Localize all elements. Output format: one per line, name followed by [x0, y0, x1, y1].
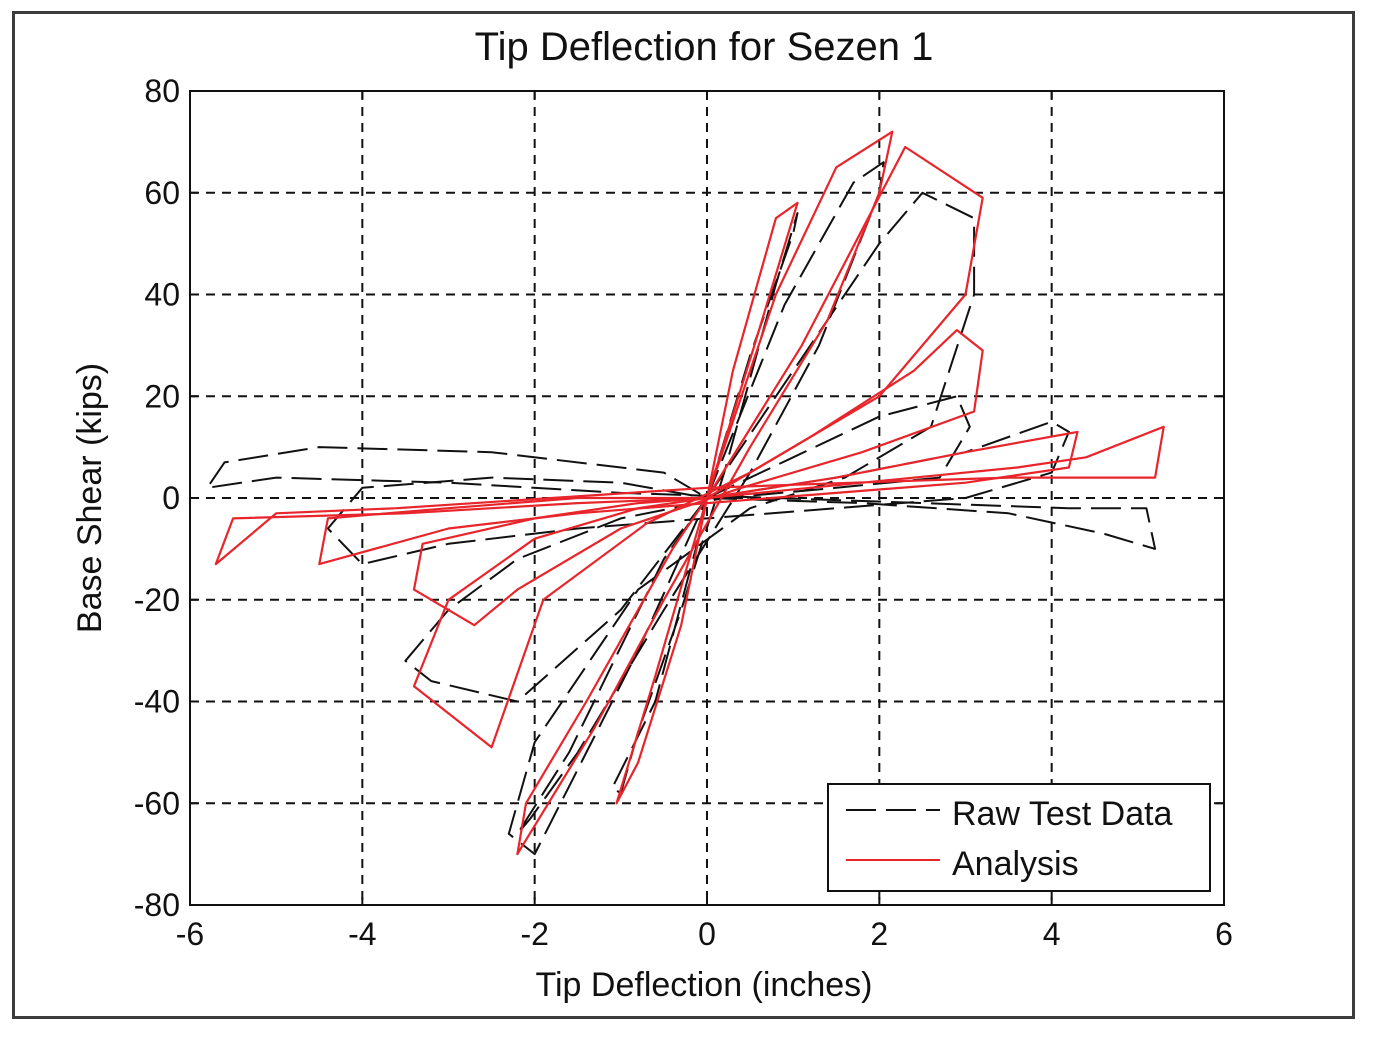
series-analysis [214, 130, 1165, 856]
legend-box [827, 783, 1211, 892]
series-layer [206, 130, 1165, 856]
hysteresis-loop [611, 212, 799, 795]
x-tick-label: -6 [176, 916, 204, 952]
y-tick-label: 40 [144, 277, 180, 313]
hysteresis-loop [507, 191, 976, 856]
tick-marks [189, 90, 1225, 906]
x-tick-label: 4 [1043, 916, 1061, 952]
y-tick-label: 60 [144, 175, 180, 211]
series-raw-test-data [206, 161, 1157, 856]
hysteresis-loop [404, 395, 971, 703]
hysteresis-loop [412, 145, 984, 749]
hysteresis-loop [516, 161, 885, 835]
x-tick-label: 6 [1215, 916, 1233, 952]
x-tick-label: 2 [870, 916, 888, 952]
y-tick-label: 80 [144, 73, 180, 109]
x-tick-label: -4 [348, 916, 376, 952]
x-tick-label: -2 [520, 916, 548, 952]
chart-title: Tip Deflection for Sezen 1 [475, 25, 934, 69]
legend: Raw Test Data Analysis [827, 783, 1211, 892]
hysteresis-loop [206, 446, 1157, 550]
hysteresis-loop [516, 130, 894, 856]
y-axis-label: Base Shear (kips) [71, 363, 109, 633]
hysteresis-loop [318, 430, 1079, 566]
y-tick-label: -60 [134, 785, 180, 821]
y-tick-label: -80 [134, 887, 180, 923]
x-axis-label: Tip Deflection (inches) [536, 966, 873, 1004]
legend-label-raw-test-data: Raw Test Data [952, 795, 1173, 833]
y-tick-label: -20 [134, 582, 180, 618]
hysteresis-loop [412, 329, 984, 627]
hysteresis-loop [326, 420, 1070, 566]
legend-label-analysis: Analysis [952, 845, 1079, 883]
hysteresis-loop [214, 425, 1165, 566]
y-tick-label: 0 [162, 480, 180, 516]
y-tick-label: 20 [144, 378, 180, 414]
y-tick-label: -40 [134, 684, 180, 720]
x-tick-label: 0 [698, 916, 716, 952]
